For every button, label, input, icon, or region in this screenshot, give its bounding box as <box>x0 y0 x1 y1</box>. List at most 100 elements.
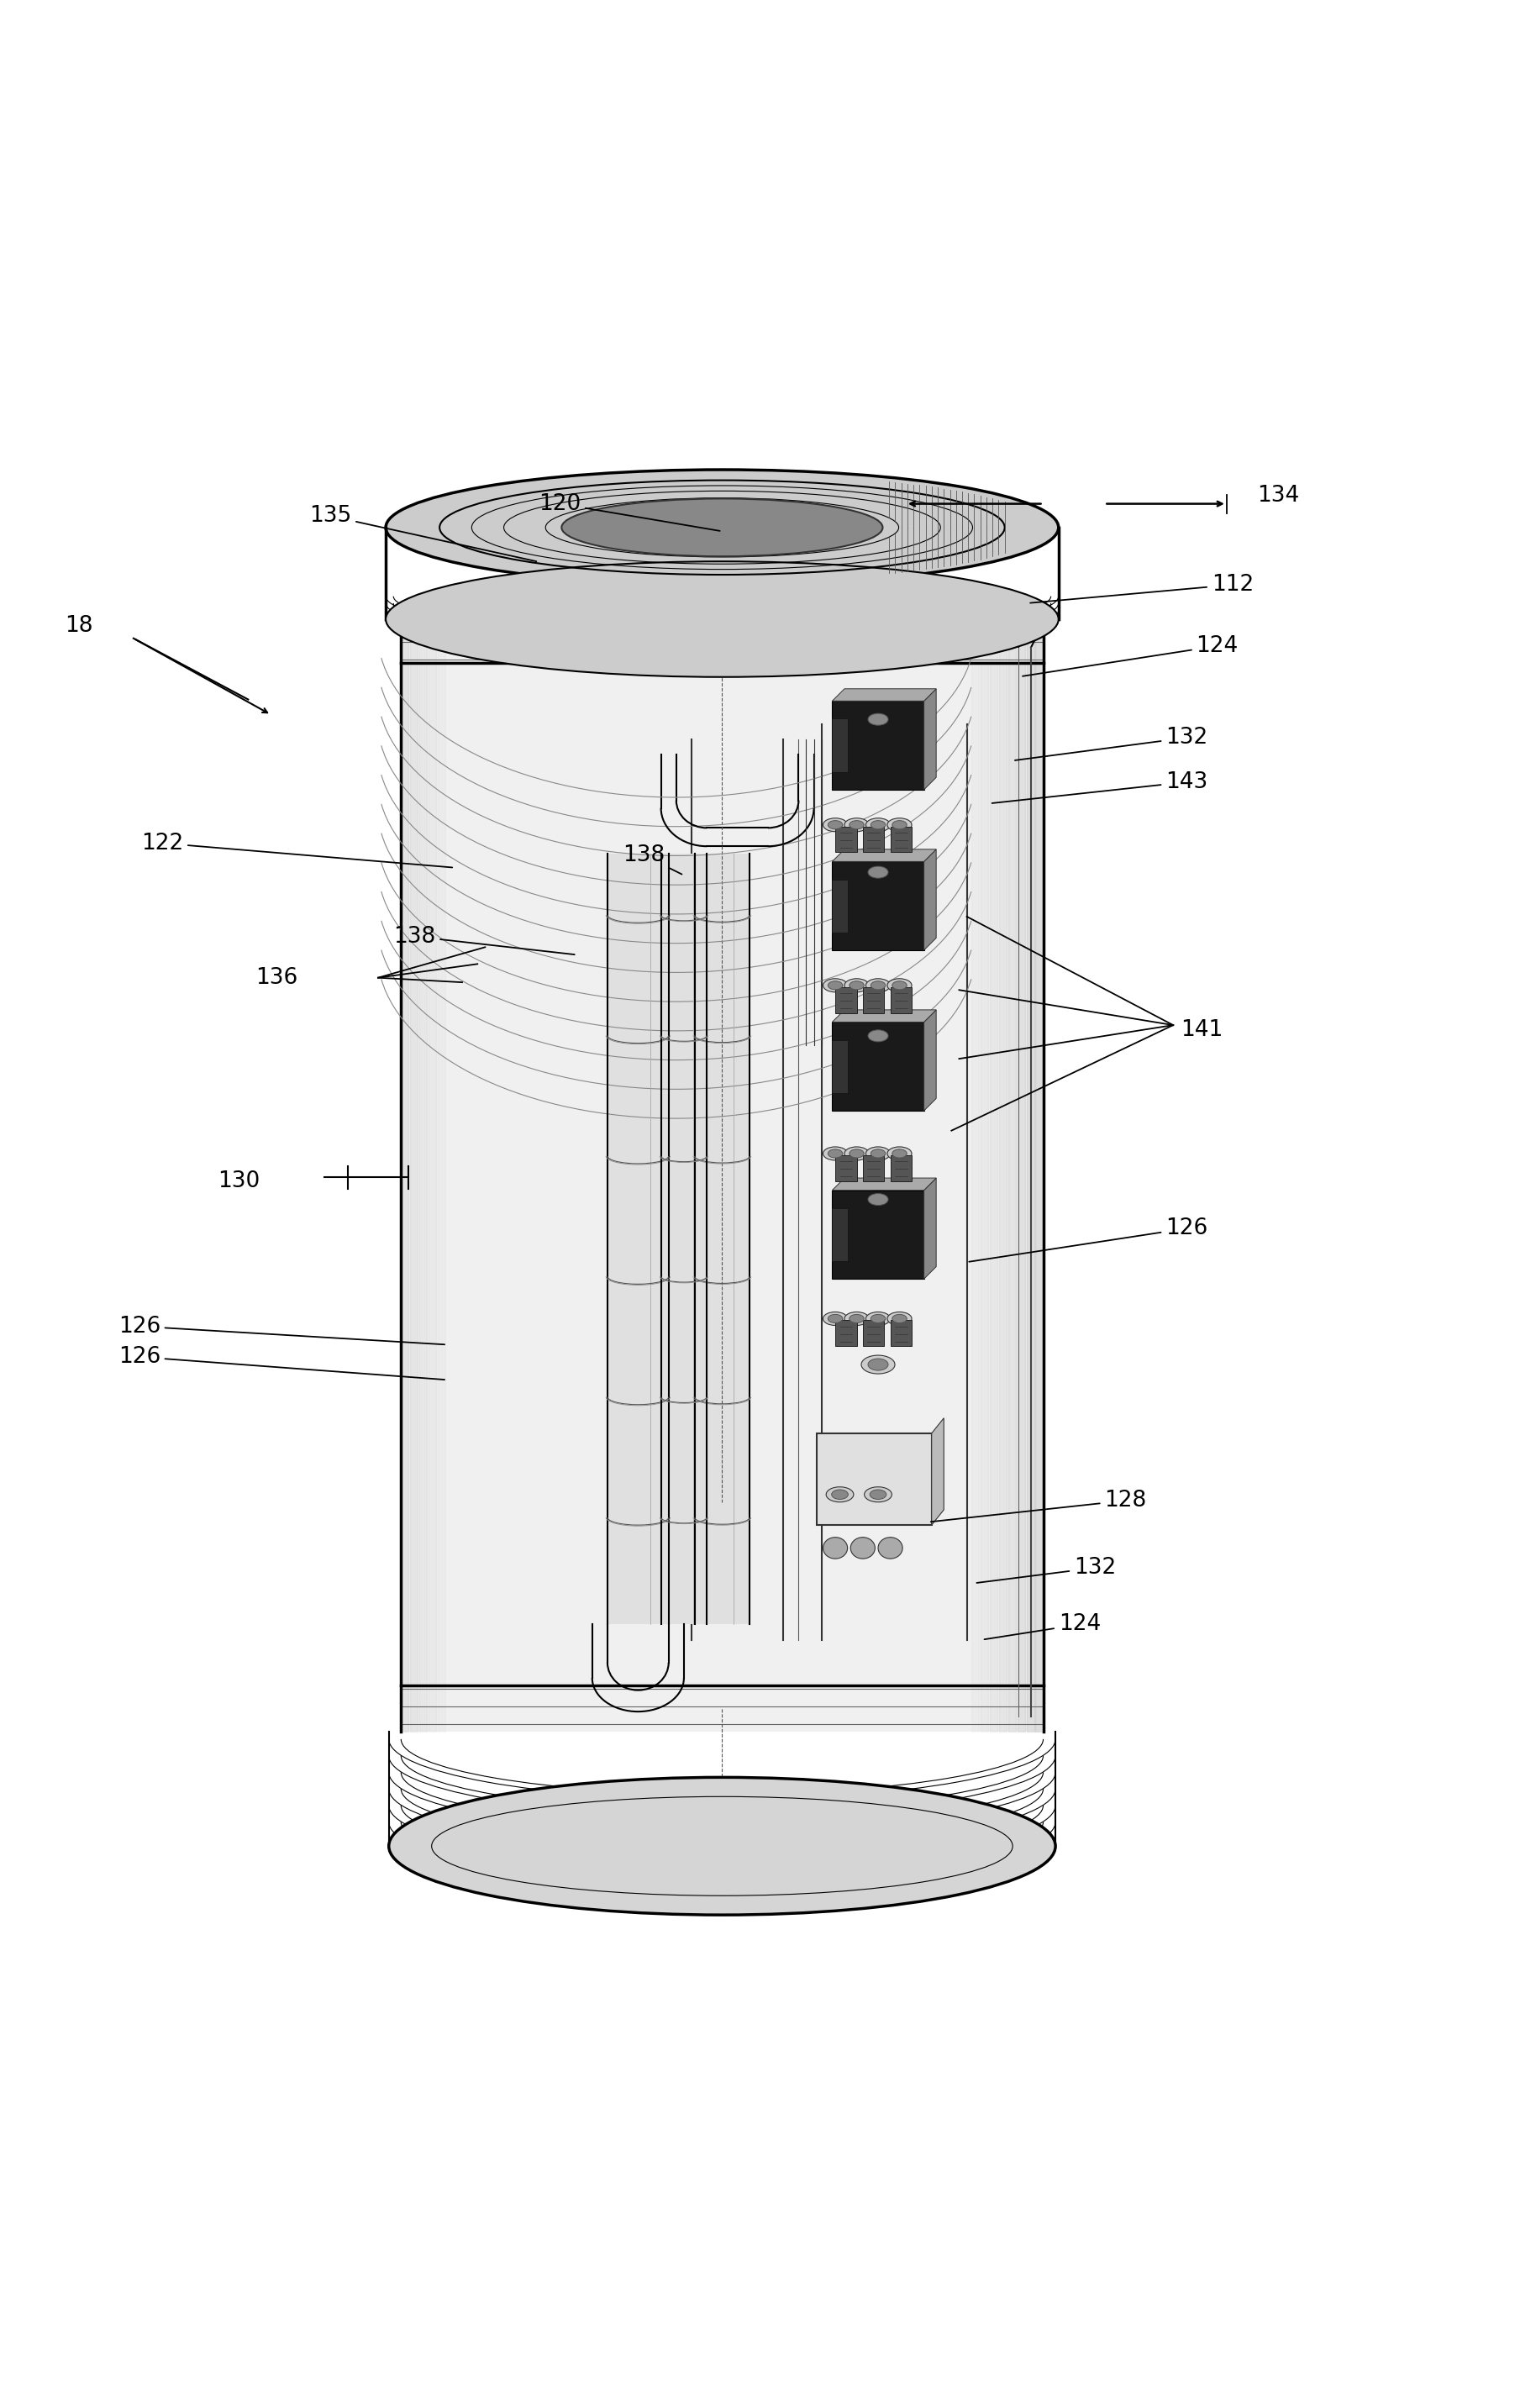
Ellipse shape <box>849 980 865 990</box>
Ellipse shape <box>828 1315 843 1322</box>
Text: 130: 130 <box>218 1170 260 1192</box>
Text: 136: 136 <box>257 966 298 990</box>
Polygon shape <box>925 1178 935 1279</box>
Ellipse shape <box>892 980 906 990</box>
Ellipse shape <box>888 819 912 831</box>
Text: 143: 143 <box>992 771 1207 804</box>
Bar <box>833 718 848 773</box>
Ellipse shape <box>386 470 1058 585</box>
Bar <box>836 1320 857 1346</box>
Ellipse shape <box>879 1536 903 1558</box>
Bar <box>833 1209 848 1262</box>
Bar <box>833 1021 925 1110</box>
Polygon shape <box>833 689 935 701</box>
Ellipse shape <box>828 980 843 990</box>
Ellipse shape <box>828 1149 843 1158</box>
Ellipse shape <box>862 862 895 881</box>
Ellipse shape <box>888 1146 912 1161</box>
Ellipse shape <box>845 978 869 992</box>
Bar <box>891 1320 912 1346</box>
Text: 112: 112 <box>1031 573 1253 602</box>
Bar <box>833 862 925 951</box>
Text: 120: 120 <box>539 494 720 530</box>
Ellipse shape <box>862 710 895 730</box>
Ellipse shape <box>888 978 912 992</box>
Ellipse shape <box>866 819 891 831</box>
Ellipse shape <box>389 1777 1055 1914</box>
Bar <box>863 987 885 1014</box>
Bar <box>863 1156 885 1180</box>
Bar <box>863 826 885 852</box>
Polygon shape <box>833 1178 935 1190</box>
Polygon shape <box>925 689 935 790</box>
Ellipse shape <box>888 1312 912 1324</box>
Ellipse shape <box>862 1190 895 1209</box>
Ellipse shape <box>862 1356 895 1375</box>
Ellipse shape <box>845 819 869 831</box>
Ellipse shape <box>866 1312 891 1324</box>
Text: 18: 18 <box>65 614 92 638</box>
Text: 126: 126 <box>969 1218 1207 1262</box>
Bar <box>833 701 925 790</box>
Ellipse shape <box>562 498 883 556</box>
Bar <box>833 1040 848 1093</box>
Polygon shape <box>925 1009 935 1110</box>
Bar <box>863 1320 885 1346</box>
Ellipse shape <box>868 713 888 725</box>
Polygon shape <box>925 850 935 951</box>
Ellipse shape <box>823 1146 848 1161</box>
Text: 126: 126 <box>118 1315 444 1344</box>
Text: 122: 122 <box>141 833 452 867</box>
Polygon shape <box>932 1418 943 1524</box>
Bar <box>694 855 750 1625</box>
Ellipse shape <box>831 1491 848 1500</box>
Text: 124: 124 <box>1023 636 1238 677</box>
Bar <box>836 1156 857 1180</box>
Bar <box>833 879 848 932</box>
Ellipse shape <box>826 1486 854 1503</box>
Ellipse shape <box>823 1312 848 1324</box>
Ellipse shape <box>868 1031 888 1043</box>
Bar <box>891 987 912 1014</box>
Bar <box>891 826 912 852</box>
Text: 135: 135 <box>309 506 536 561</box>
Bar <box>836 987 857 1014</box>
Text: 141: 141 <box>1181 1019 1223 1040</box>
Ellipse shape <box>892 1149 906 1158</box>
Ellipse shape <box>849 1149 865 1158</box>
Ellipse shape <box>892 1315 906 1322</box>
Ellipse shape <box>866 1146 891 1161</box>
Bar <box>607 855 668 1625</box>
Bar <box>833 1190 925 1279</box>
Ellipse shape <box>866 978 891 992</box>
Ellipse shape <box>828 821 843 828</box>
Text: 132: 132 <box>977 1558 1117 1582</box>
Ellipse shape <box>871 1315 885 1322</box>
Ellipse shape <box>892 821 906 828</box>
Ellipse shape <box>868 867 888 879</box>
Ellipse shape <box>862 1026 895 1045</box>
Bar <box>891 1156 912 1180</box>
Ellipse shape <box>823 1536 848 1558</box>
Ellipse shape <box>869 1491 886 1500</box>
Text: 138: 138 <box>622 845 682 874</box>
Text: 128: 128 <box>931 1491 1146 1522</box>
Ellipse shape <box>871 980 885 990</box>
Text: 126: 126 <box>118 1346 444 1380</box>
Ellipse shape <box>849 821 865 828</box>
Bar <box>836 826 857 852</box>
Bar <box>817 1433 932 1524</box>
Text: 124: 124 <box>985 1613 1101 1640</box>
Text: 134: 134 <box>1258 484 1299 508</box>
Ellipse shape <box>823 978 848 992</box>
Bar <box>660 855 707 1625</box>
Ellipse shape <box>823 819 848 831</box>
Bar <box>401 616 1043 1731</box>
Ellipse shape <box>865 1486 892 1503</box>
Ellipse shape <box>868 1358 888 1370</box>
Ellipse shape <box>871 1149 885 1158</box>
Polygon shape <box>833 850 935 862</box>
Text: 132: 132 <box>1015 727 1207 761</box>
Ellipse shape <box>868 1194 888 1206</box>
Ellipse shape <box>386 561 1058 677</box>
